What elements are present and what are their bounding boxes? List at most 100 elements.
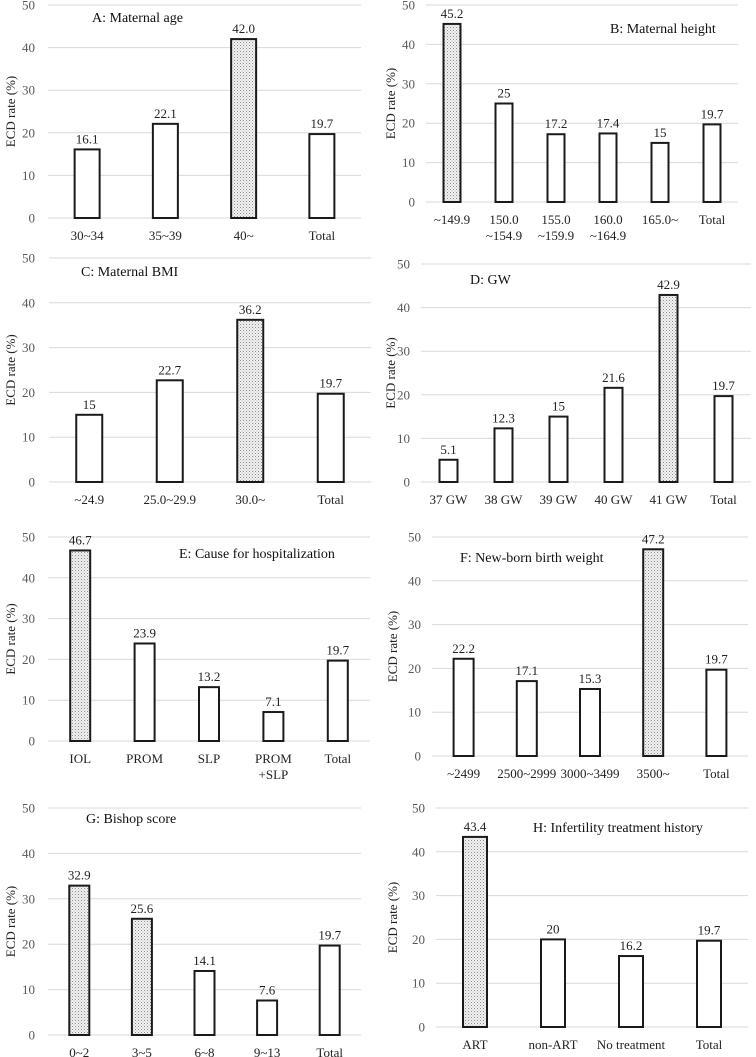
y-axis-label: ECD rate (%) bbox=[383, 337, 398, 408]
bar bbox=[69, 549, 92, 742]
y-tick-label: 40 bbox=[402, 37, 415, 52]
y-tick-label: 20 bbox=[22, 652, 35, 667]
bar bbox=[130, 917, 153, 1036]
y-tick-label: 20 bbox=[402, 116, 415, 131]
x-tick-label: PROM bbox=[255, 751, 292, 766]
bar bbox=[618, 955, 644, 1029]
bar bbox=[230, 38, 258, 219]
bar bbox=[151, 122, 179, 219]
panel-title: A: Maternal age bbox=[92, 11, 183, 26]
x-tick-label: No treatment bbox=[597, 1037, 666, 1052]
x-tick-label: 3000~3499 bbox=[560, 766, 619, 781]
x-tick-label: non-ART bbox=[528, 1037, 577, 1052]
data-label: 14.1 bbox=[193, 953, 216, 968]
x-tick-label: 40 GW bbox=[595, 492, 634, 507]
x-tick-label: Total bbox=[696, 1037, 723, 1052]
y-tick-label: 10 bbox=[22, 168, 35, 183]
x-tick-label: 39 GW bbox=[540, 492, 579, 507]
panel-title: G: Bishop score bbox=[86, 812, 176, 827]
data-label: 17.1 bbox=[515, 663, 538, 678]
bar bbox=[262, 711, 285, 742]
y-axis-label: ECD rate (%) bbox=[385, 882, 400, 953]
title-background bbox=[77, 263, 183, 282]
data-label: 7.6 bbox=[259, 982, 276, 997]
bar bbox=[713, 395, 734, 483]
data-label: 20 bbox=[547, 921, 560, 936]
bar bbox=[696, 939, 722, 1028]
data-label: 42.9 bbox=[657, 277, 680, 292]
x-tick-label: Total bbox=[309, 228, 336, 243]
y-tick-label: 50 bbox=[22, 0, 35, 13]
x-tick-label: 40~ bbox=[234, 228, 254, 243]
data-label: 7.1 bbox=[265, 694, 281, 709]
bar bbox=[198, 686, 220, 742]
bar bbox=[548, 415, 569, 484]
bar bbox=[515, 680, 538, 757]
bar bbox=[318, 944, 341, 1037]
y-tick-label: 0 bbox=[404, 475, 411, 490]
y-tick-label: 10 bbox=[408, 705, 421, 720]
bar bbox=[702, 123, 722, 203]
x-tick-label: ART bbox=[462, 1037, 487, 1052]
y-axis-label: ECD rate (%) bbox=[3, 886, 18, 957]
y-tick-label: 50 bbox=[397, 257, 410, 272]
x-tick-label: 155.0 bbox=[541, 212, 570, 227]
y-tick-label: 40 bbox=[408, 573, 421, 588]
x-tick-label: Total bbox=[325, 751, 352, 766]
bar bbox=[442, 22, 462, 203]
y-tick-label: 0 bbox=[29, 1028, 36, 1043]
title-background bbox=[529, 819, 707, 838]
x-tick-label: +SLP bbox=[259, 767, 289, 782]
y-tick-label: 50 bbox=[22, 530, 35, 545]
bar bbox=[598, 132, 618, 203]
bar bbox=[494, 102, 514, 203]
y-tick-label: 30 bbox=[397, 344, 410, 359]
title-background bbox=[606, 20, 720, 39]
data-label: 13.2 bbox=[198, 669, 221, 684]
y-tick-label: 0 bbox=[419, 1020, 426, 1035]
y-tick-label: 10 bbox=[397, 431, 410, 446]
x-tick-label: ~24.9 bbox=[74, 492, 104, 507]
data-label: 25 bbox=[498, 86, 511, 101]
y-tick-label: 0 bbox=[409, 195, 416, 210]
panel-title: D: GW bbox=[470, 273, 512, 288]
data-label: 19.7 bbox=[712, 378, 735, 393]
data-label: 19.7 bbox=[326, 643, 349, 658]
panel-f: 0 10 20 30 40 50 ECD rate (%) F: New-born birth… bbox=[385, 530, 748, 781]
y-tick-label: 30 bbox=[22, 611, 35, 626]
panel-c: 0 10 20 30 40 50 ECD rate (%) C: Maternal BMI 15… bbox=[3, 251, 371, 507]
x-tick-label: 35~39 bbox=[149, 228, 182, 243]
data-label: 12.3 bbox=[492, 410, 515, 425]
data-label: 23.9 bbox=[133, 625, 156, 640]
x-tick-label: ~154.9 bbox=[486, 228, 522, 243]
y-tick-label: 10 bbox=[402, 155, 415, 170]
bar bbox=[193, 969, 216, 1037]
y-tick-label: 30 bbox=[22, 340, 35, 355]
bar bbox=[579, 687, 601, 758]
y-tick-label: 0 bbox=[29, 734, 36, 749]
y-tick-label: 10 bbox=[22, 982, 35, 997]
y-tick-label: 50 bbox=[402, 0, 415, 13]
y-axis-label: ECD rate (%) bbox=[3, 334, 18, 405]
bar bbox=[603, 386, 624, 484]
bar bbox=[75, 413, 104, 483]
bar bbox=[705, 668, 728, 757]
bar bbox=[326, 659, 349, 743]
x-tick-label: 38 GW bbox=[485, 492, 524, 507]
y-tick-label: 30 bbox=[402, 76, 415, 91]
data-label: 15 bbox=[552, 399, 565, 414]
y-tick-label: 0 bbox=[415, 749, 422, 764]
bar bbox=[642, 548, 665, 757]
bar bbox=[73, 148, 101, 219]
y-tick-label: 40 bbox=[22, 570, 35, 585]
y-tick-label: 40 bbox=[22, 846, 35, 861]
bar bbox=[256, 999, 279, 1036]
bar bbox=[308, 133, 336, 219]
data-label: 25.6 bbox=[131, 901, 154, 916]
title-background bbox=[88, 9, 187, 28]
x-tick-label: 9~13 bbox=[254, 1045, 281, 1057]
panel-title: E: Cause for hospitalization bbox=[179, 547, 335, 562]
x-tick-label: 6~8 bbox=[194, 1045, 214, 1057]
